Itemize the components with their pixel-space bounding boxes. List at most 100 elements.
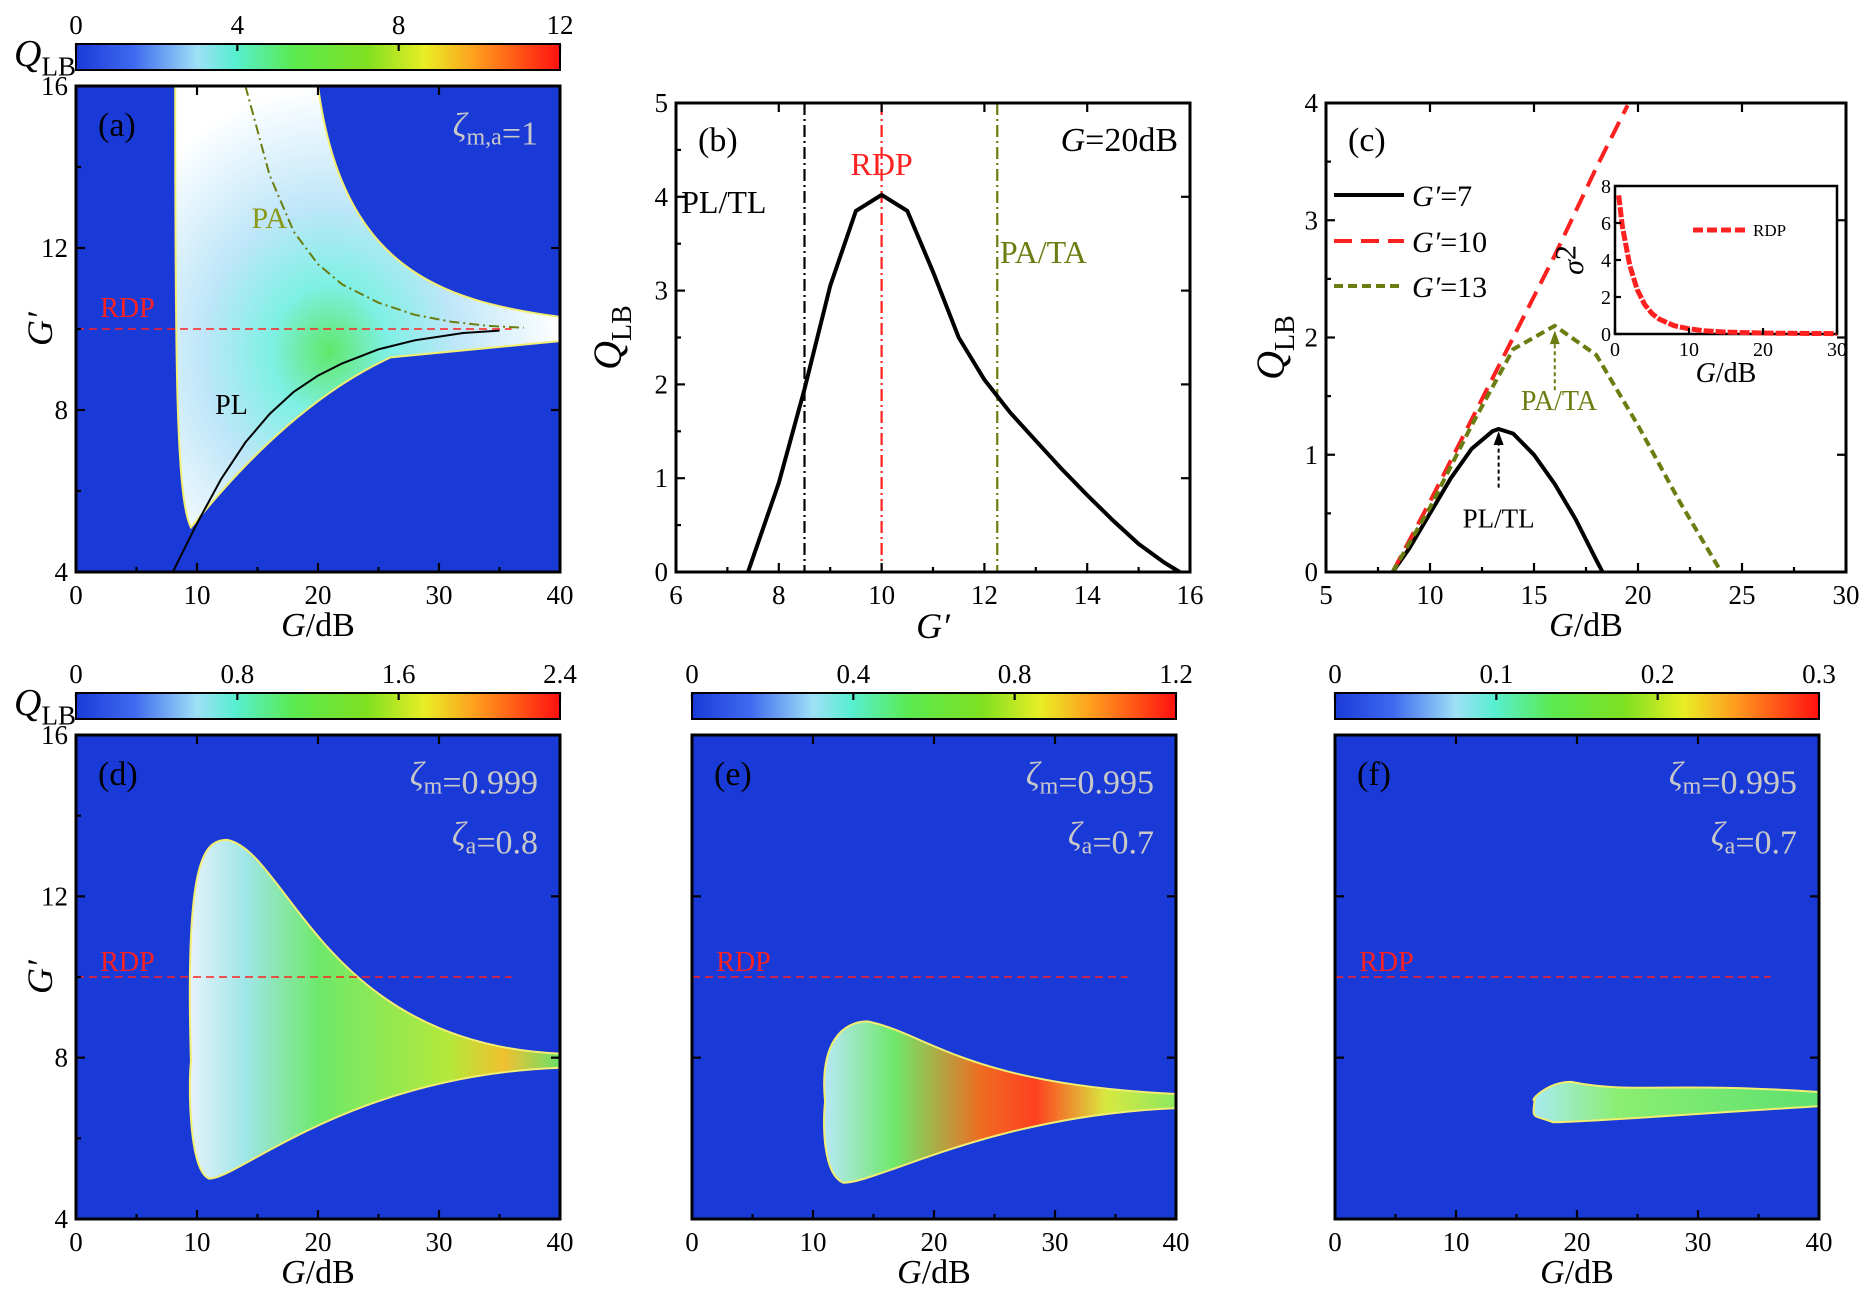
colorbar-tick-label: 0.4 [836, 659, 870, 689]
y-tick-label: 1 [1305, 440, 1319, 470]
colorbar-tick-label: 1.6 [382, 659, 416, 689]
param-text-1: ζm=0.995 [1669, 756, 1797, 802]
colorbar-tick-label: 8 [392, 10, 406, 40]
plot-bg [1326, 103, 1846, 572]
x-tick-label: 25 [1729, 580, 1756, 610]
inset-legend-label: RDP [1753, 221, 1786, 240]
y-axis-label: QLB [585, 305, 638, 370]
colorbar-tick-label: 0 [69, 659, 83, 689]
x-axis-label: G/dB [1540, 1254, 1614, 1291]
title-text: G=20dB [1061, 122, 1178, 159]
x-tick-label: 40 [547, 1227, 574, 1257]
x-axis-label: G/dB [281, 1254, 355, 1291]
series-2 [1390, 323, 1723, 572]
inset-frame [1613, 184, 1839, 336]
inset-x-tick-label: 0 [1610, 339, 1620, 361]
pltl-label: PL/TL [1463, 503, 1535, 533]
colorbar-tick-label: 12 [547, 10, 574, 40]
inset-x-tick-label: 20 [1753, 339, 1773, 361]
x-tick-label: 20 [305, 1227, 332, 1257]
colorbar-label: QLB [14, 33, 76, 82]
y-axis-label: QLB [1248, 315, 1301, 380]
colorbar-tick-label: 0.2 [1641, 659, 1675, 689]
inset-y-tick-label: 0 [1601, 324, 1611, 346]
panel-label: (a) [98, 107, 136, 144]
x-tick-label: 16 [1177, 580, 1204, 610]
vline-label-pltl: PL/TL [681, 184, 766, 220]
colorbar-tick-label: 0 [1328, 659, 1342, 689]
panel-label: (f) [1357, 756, 1391, 793]
x-axis-label: G′ [916, 606, 951, 646]
param-text-2: ζa=0.8 [452, 816, 538, 862]
plot-bg [676, 103, 1190, 572]
y-tick-label: 5 [655, 88, 669, 118]
rdp-label: RDP [1359, 947, 1413, 978]
y-tick-label: 12 [41, 233, 68, 263]
y-tick-label: 1 [655, 463, 669, 493]
param-text-1: ζm=0.999 [410, 756, 538, 802]
y-tick-label: 16 [41, 720, 68, 750]
colorbar-tick-label: 1.2 [1159, 659, 1193, 689]
legend-label-1: G′=10 [1412, 226, 1487, 259]
y-tick-label: 4 [55, 1204, 69, 1234]
y-tick-label: 4 [55, 557, 69, 587]
vline-label-rdp: RDP [850, 146, 912, 182]
x-tick-label: 8 [772, 580, 786, 610]
x-tick-label: 10 [1443, 1227, 1470, 1257]
colorbar-tick-label: 0.3 [1802, 659, 1836, 689]
colorbar-tick-label: 0 [69, 10, 83, 40]
x-tick-label: 14 [1074, 580, 1102, 610]
heat-region [174, 85, 561, 530]
inset-x-tick-label: 10 [1679, 339, 1699, 361]
y-tick-label: 16 [41, 71, 68, 101]
colorbar-tick-label: 2.4 [543, 659, 577, 689]
colorbar-tick-label: 0.1 [1479, 659, 1513, 689]
y-tick-label: 2 [1305, 323, 1319, 353]
x-tick-label: 20 [1625, 580, 1652, 610]
inset-x-tick-label: 30 [1827, 339, 1847, 361]
colorbar-tick-label: 0 [685, 659, 699, 689]
y-tick-label: 0 [655, 557, 669, 587]
colorbar-tick-label: 4 [231, 10, 245, 40]
colorbar-tick-label: 0.8 [220, 659, 254, 689]
colorbar [75, 692, 561, 720]
legend-label-2: G′=13 [1412, 271, 1487, 304]
arrow-head-pltl [1493, 431, 1504, 445]
x-tick-label: 0 [69, 1227, 83, 1257]
x-tick-label: 40 [1163, 1227, 1190, 1257]
colorbar [75, 43, 561, 71]
x-axis-label: G/dB [281, 607, 355, 644]
param-text-1: ζm=0.995 [1026, 756, 1154, 802]
y-tick-label: 8 [55, 1043, 69, 1073]
x-tick-label: 30 [426, 1227, 453, 1257]
param-text-2: ζa=0.7 [1068, 816, 1154, 862]
colorbar-label: QLB [14, 682, 76, 731]
y-tick-label: 4 [1305, 88, 1319, 118]
x-tick-label: 20 [1564, 1227, 1591, 1257]
x-tick-label: 12 [971, 580, 998, 610]
param-text: ζm,a=1 [453, 107, 538, 153]
x-tick-label: 0 [69, 580, 83, 610]
x-tick-label: 20 [921, 1227, 948, 1257]
inset-y-tick-label: 8 [1601, 176, 1611, 198]
qlb-curve [746, 192, 1181, 574]
y-axis-label: G′ [20, 311, 60, 346]
y-tick-label: 12 [41, 881, 68, 911]
pata-label: PA/TA [1521, 386, 1598, 417]
series-0 [1390, 426, 1605, 572]
heat-region [188, 838, 561, 1180]
panel-label: (b) [698, 122, 738, 159]
inset-y-tick-label: 4 [1601, 250, 1611, 272]
x-tick-label: 10 [868, 580, 895, 610]
pa-label: PA [251, 202, 287, 235]
rdp-label: RDP [100, 947, 154, 978]
x-tick-label: 30 [1833, 580, 1860, 610]
x-tick-label: 5 [1319, 580, 1333, 610]
colorbar [691, 692, 1177, 720]
x-tick-label: 10 [184, 1227, 211, 1257]
colorbar-tick-label: 0.8 [998, 659, 1032, 689]
inset-y-label: σ2 [1550, 245, 1591, 275]
y-tick-label: 4 [655, 182, 669, 212]
y-tick-label: 8 [55, 395, 69, 425]
